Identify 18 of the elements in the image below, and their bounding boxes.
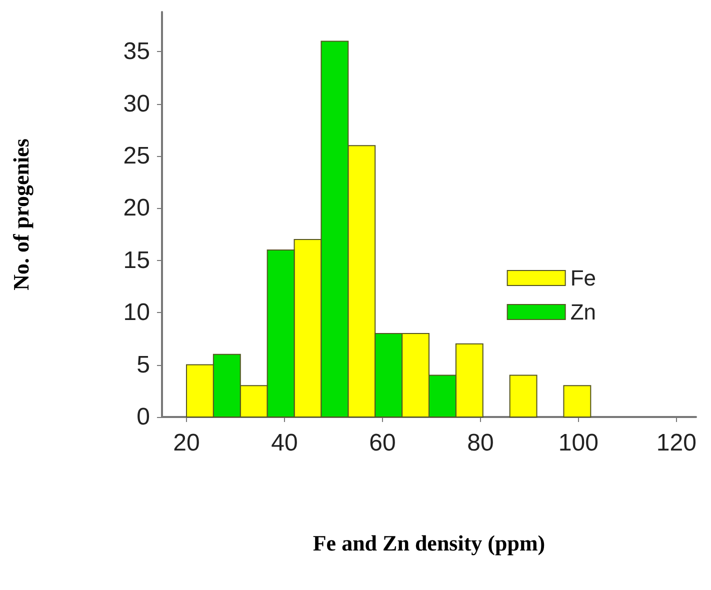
x-tick-label: 60: [369, 430, 396, 456]
legend-label: Zn: [570, 300, 596, 324]
y-tick-label: 10: [123, 299, 150, 326]
y-tick-label: 30: [123, 90, 150, 118]
y-tick-label: 0: [136, 404, 150, 430]
legend-label: Fe: [570, 266, 596, 290]
y-tick-label: 25: [123, 142, 150, 170]
x-tick-label: 100: [558, 430, 598, 456]
x-axis-title: Fe and Zn density (ppm): [312, 530, 546, 556]
x-tick-label: 20: [173, 430, 200, 456]
y-tick-label: 35: [123, 38, 150, 66]
y-tick-label: 5: [136, 351, 150, 378]
y-tick-label: 20: [123, 194, 150, 222]
y-axis-title: No. of progenies: [8, 138, 34, 290]
x-tick-label: 120: [656, 430, 696, 456]
y-tick-label: 15: [123, 246, 150, 274]
x-tick-label: 80: [467, 430, 494, 456]
x-tick-label: 40: [271, 430, 298, 456]
